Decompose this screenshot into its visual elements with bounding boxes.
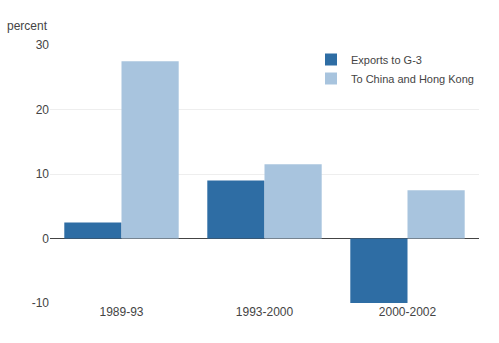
svg-text:30: 30 <box>36 38 50 52</box>
svg-text:1989-93: 1989-93 <box>99 305 143 319</box>
svg-text:percent: percent <box>7 19 48 33</box>
svg-text:1993-2000: 1993-2000 <box>236 305 294 319</box>
svg-text:10: 10 <box>36 167 50 181</box>
svg-text:Exports to G-3: Exports to G-3 <box>351 54 422 66</box>
svg-text:20: 20 <box>36 103 50 117</box>
svg-text:-10: -10 <box>32 296 50 310</box>
svg-text:2000-2002: 2000-2002 <box>379 305 437 319</box>
svg-text:0: 0 <box>42 232 49 246</box>
svg-text:To China and Hong Kong: To China and Hong Kong <box>351 73 474 85</box>
